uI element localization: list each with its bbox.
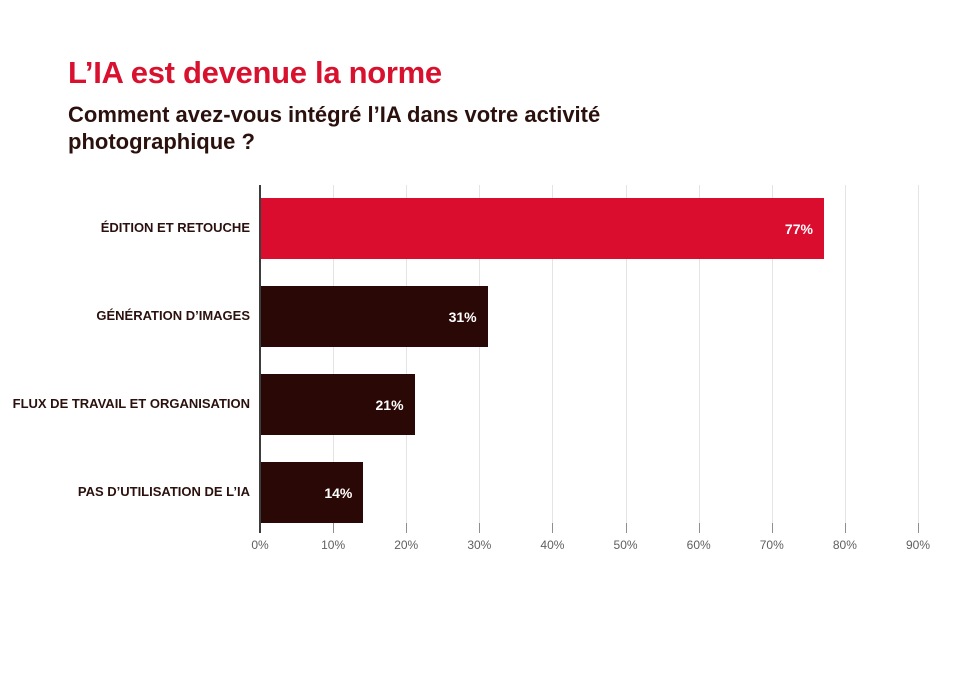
x-axis-tick — [333, 523, 335, 533]
bar: 77% — [261, 198, 824, 259]
gridline — [333, 185, 335, 533]
gridline — [771, 185, 773, 533]
x-tick-label: 30% — [467, 538, 492, 552]
x-tick-label: 50% — [613, 538, 638, 552]
category-label: FLUX DE TRAVAIL ET ORGANISATION — [12, 396, 250, 412]
gridline — [625, 185, 627, 533]
x-axis-tick — [406, 523, 408, 533]
chart-subtitle: Comment avez-vous intégré l’IA dans votr… — [68, 102, 600, 156]
x-axis-tick — [771, 523, 773, 533]
x-axis-tick — [479, 523, 481, 533]
gridline — [552, 185, 554, 533]
x-tick-label: 70% — [759, 538, 784, 552]
bar-chart-plot-area: 0% 10% 20% 30% 40% 50% 60% 70% 80% 90% 77% 31% 21% 14… — [251, 185, 930, 552]
x-tick-label: 90% — [905, 538, 931, 552]
chart-subtitle-line-2: photographique ? — [68, 128, 255, 154]
x-tick-label: 60% — [686, 538, 711, 552]
gridline — [698, 185, 700, 533]
x-axis-tick — [552, 523, 554, 533]
bar-value-label: 77% — [784, 220, 813, 237]
gridline — [406, 185, 408, 533]
x-tick-label: 40% — [540, 538, 565, 552]
x-axis-tick — [625, 523, 627, 533]
x-tick-label: 0% — [251, 538, 269, 552]
bar: 31% — [261, 286, 488, 347]
category-label: GÉNÉRATION D’IMAGES — [96, 308, 250, 324]
y-axis-line — [259, 185, 261, 533]
gridline — [479, 185, 481, 533]
gridline — [918, 185, 919, 533]
category-label: ÉDITION ET RETOUCHE — [100, 220, 250, 236]
bar-value-label: 31% — [448, 308, 477, 325]
chart-title: L’IA est devenue la norme — [68, 55, 442, 90]
bar: 14% — [261, 462, 364, 523]
x-tick-label: 20% — [394, 538, 419, 552]
x-axis-tick — [698, 523, 700, 533]
bar-value-label: 14% — [324, 484, 353, 501]
x-tick-label: 80% — [832, 538, 857, 552]
bar-value-label: 21% — [375, 396, 404, 413]
chart-subtitle-line-1: Comment avez-vous intégré l’IA dans votr… — [68, 102, 601, 127]
x-axis-tick — [844, 523, 846, 533]
x-axis-tick — [918, 523, 919, 533]
bar: 21% — [261, 374, 415, 435]
x-tick-label: 10% — [321, 538, 346, 552]
category-label: PAS D’UTILISATION DE L’IA — [77, 484, 250, 500]
gridline — [844, 185, 846, 533]
